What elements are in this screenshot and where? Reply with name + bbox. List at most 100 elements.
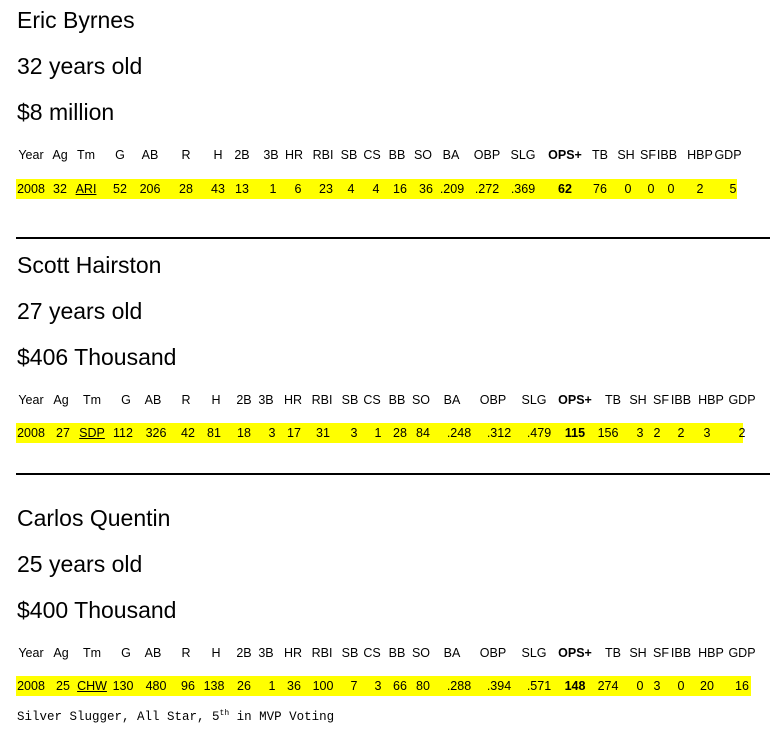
stat-cell: 480	[145, 679, 167, 693]
stat-cell: 4	[372, 182, 380, 196]
column-header: GDP	[728, 646, 756, 660]
column-header: 2B	[236, 646, 252, 660]
column-header: IBB	[656, 148, 678, 162]
column-header: H	[211, 393, 221, 407]
column-header: SH	[629, 646, 647, 660]
stat-cell: .288	[446, 679, 472, 693]
column-header: AB	[144, 646, 162, 660]
stat-cell: 2	[738, 426, 746, 440]
stat-cell: 7	[350, 679, 358, 693]
stat-cell: .272	[474, 182, 500, 196]
column-header: GDP	[714, 148, 742, 162]
stat-cell: 6	[294, 182, 302, 196]
column-header: BB	[388, 148, 406, 162]
column-header: HBP	[698, 646, 724, 660]
stats-header-row: Year Ag Tm G AB R H 2B 3B HR RBI SB CS BB SO BA OBP SLG OP…	[0, 145, 770, 165]
stat-cell: 42	[181, 426, 195, 440]
stat-cell: 76	[593, 182, 607, 196]
column-header: SLG	[510, 148, 536, 162]
stat-cell: 1	[269, 182, 277, 196]
column-header: CS	[363, 393, 381, 407]
stat-cell: 23	[319, 182, 333, 196]
stat-cell: 27	[56, 426, 70, 440]
stat-cell: .312	[486, 426, 512, 440]
stat-cell: .209	[439, 182, 465, 196]
section-divider	[16, 237, 770, 239]
stat-cell: 18	[237, 426, 251, 440]
stat-cell: 25	[56, 679, 70, 693]
column-header: 3B	[263, 148, 279, 162]
stat-cell: 52	[113, 182, 127, 196]
stat-cell: 36	[287, 679, 301, 693]
stats-value-row: 2008 32 ARI 52 206 28 43 13 1 6 23 4 4 16 36.209.272.3…	[0, 179, 770, 199]
column-header: OBP	[473, 148, 501, 162]
column-header: 3B	[258, 393, 274, 407]
stat-cell: 2008	[17, 679, 45, 693]
column-header: OPS+	[548, 148, 582, 162]
column-header: 3B	[258, 646, 274, 660]
highlight-bar	[16, 179, 737, 199]
stat-cell: 2008	[17, 182, 45, 196]
column-header: Year	[18, 393, 44, 407]
stat-cell: .479	[526, 426, 552, 440]
column-header: CS	[363, 646, 381, 660]
column-header: SB	[341, 393, 359, 407]
stat-cell: 28	[393, 426, 407, 440]
stat-cell: 274	[597, 679, 619, 693]
column-header: SLG	[521, 646, 547, 660]
stat-cell: 0	[624, 182, 632, 196]
column-header: HR	[284, 148, 304, 162]
stat-cell: 31	[316, 426, 330, 440]
column-header: BB	[388, 646, 406, 660]
column-header: 2B	[234, 148, 250, 162]
column-header: Year	[18, 148, 44, 162]
stat-cell: 0	[647, 182, 655, 196]
stat-cell: .369	[510, 182, 536, 196]
column-header: IBB	[670, 393, 692, 407]
stat-cell: 4	[347, 182, 355, 196]
stat-cell: 2	[677, 426, 685, 440]
stats-header-row: Year Ag Tm G AB R H 2B 3B HR RBI SB CS BB SO BA OBP SLG OP…	[0, 390, 770, 410]
stat-cell: 20	[700, 679, 714, 693]
stat-cell: 80	[416, 679, 430, 693]
stat-cell: 84	[416, 426, 430, 440]
team-link[interactable]: SDP	[79, 426, 105, 440]
stat-cell: 130	[112, 679, 134, 693]
column-header: SO	[411, 393, 431, 407]
stat-cell: 112	[113, 426, 133, 440]
stat-cell: 28	[179, 182, 193, 196]
stat-cell: 148	[564, 679, 586, 693]
player-salary: $8 million	[17, 99, 115, 125]
stat-cell: 17	[287, 426, 301, 440]
stat-cell: 3	[636, 426, 644, 440]
column-header: SH	[629, 393, 647, 407]
stat-cell: 3	[350, 426, 358, 440]
stat-cell: 5	[729, 182, 737, 196]
column-header: HBP	[687, 148, 713, 162]
column-header: SB	[341, 646, 359, 660]
column-header: BA	[443, 646, 461, 660]
stat-cell: 16	[393, 182, 407, 196]
stat-cell: 156	[597, 426, 619, 440]
team-link[interactable]: CHW	[77, 679, 107, 693]
stat-cell: 3	[703, 426, 711, 440]
stats-header-row: Year Ag Tm G AB R H 2B 3B HR RBI SB CS BB SO BA OBP SLG OP…	[0, 643, 770, 663]
section-divider	[16, 473, 770, 475]
awards-note-superscript: th	[219, 709, 230, 718]
stat-cell: 1	[374, 426, 382, 440]
column-header: Ag	[53, 646, 69, 660]
stat-cell: .571	[526, 679, 552, 693]
column-header: HR	[283, 646, 303, 660]
stat-cell: 3	[653, 679, 661, 693]
column-header: BB	[388, 393, 406, 407]
team-link[interactable]: ARI	[75, 182, 97, 196]
stat-cell: 0	[667, 182, 675, 196]
stat-cell: 0	[677, 679, 685, 693]
column-header: OPS+	[558, 393, 592, 407]
player-name: Carlos Quentin	[17, 505, 171, 531]
column-header: SF	[640, 148, 656, 162]
column-header: Ag	[53, 393, 69, 407]
column-header: 2B	[236, 393, 252, 407]
stat-cell: 3	[374, 679, 382, 693]
column-header: OBP	[479, 393, 507, 407]
